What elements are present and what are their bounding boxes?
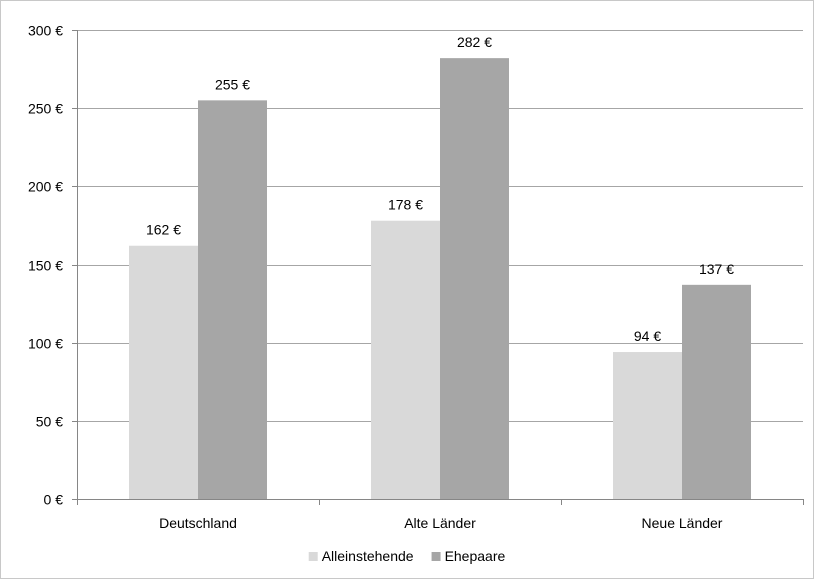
x-tick-label: Neue Länder bbox=[642, 515, 723, 531]
y-tick-label: 200 € bbox=[28, 179, 63, 195]
data-label: 137 € bbox=[699, 261, 734, 277]
data-labels: 162 € 255 € 178 € 282 € 94 € 137 € bbox=[146, 34, 734, 344]
y-tick-label: 250 € bbox=[28, 101, 63, 117]
x-tick-label: Deutschland bbox=[159, 515, 237, 531]
x-tick-label: Alte Länder bbox=[404, 515, 476, 531]
bar-alleinstehende-1 bbox=[129, 245, 198, 499]
legend-label: Alleinstehende bbox=[322, 548, 414, 564]
data-label: 178 € bbox=[388, 197, 423, 213]
y-tick-label: 100 € bbox=[28, 336, 63, 352]
bar-alleinstehende-3 bbox=[613, 352, 682, 499]
y-tick-label: 150 € bbox=[28, 258, 63, 274]
data-label: 282 € bbox=[457, 34, 492, 50]
legend-label: Ehepaare bbox=[445, 548, 506, 564]
bar-ehepaare-1 bbox=[198, 100, 267, 499]
bar-ehepaare-3 bbox=[682, 284, 751, 499]
y-tick-label: 0 € bbox=[44, 492, 64, 508]
bars bbox=[129, 58, 751, 499]
data-label: 94 € bbox=[634, 328, 661, 344]
legend-swatch bbox=[431, 552, 441, 561]
y-tick-label: 300 € bbox=[28, 23, 63, 39]
y-tick-label: 50 € bbox=[36, 414, 63, 430]
legend: Alleinstehende Ehepaare bbox=[308, 548, 506, 564]
data-label: 162 € bbox=[146, 222, 181, 238]
bar-ehepaare-2 bbox=[440, 58, 509, 499]
legend-swatch bbox=[308, 552, 318, 561]
bar-alleinstehende-2 bbox=[371, 220, 440, 499]
axes: 0 € 50 € 100 € 150 € 200 € 250 € 300 € Deutschl… bbox=[28, 23, 804, 531]
data-label: 255 € bbox=[215, 76, 250, 92]
